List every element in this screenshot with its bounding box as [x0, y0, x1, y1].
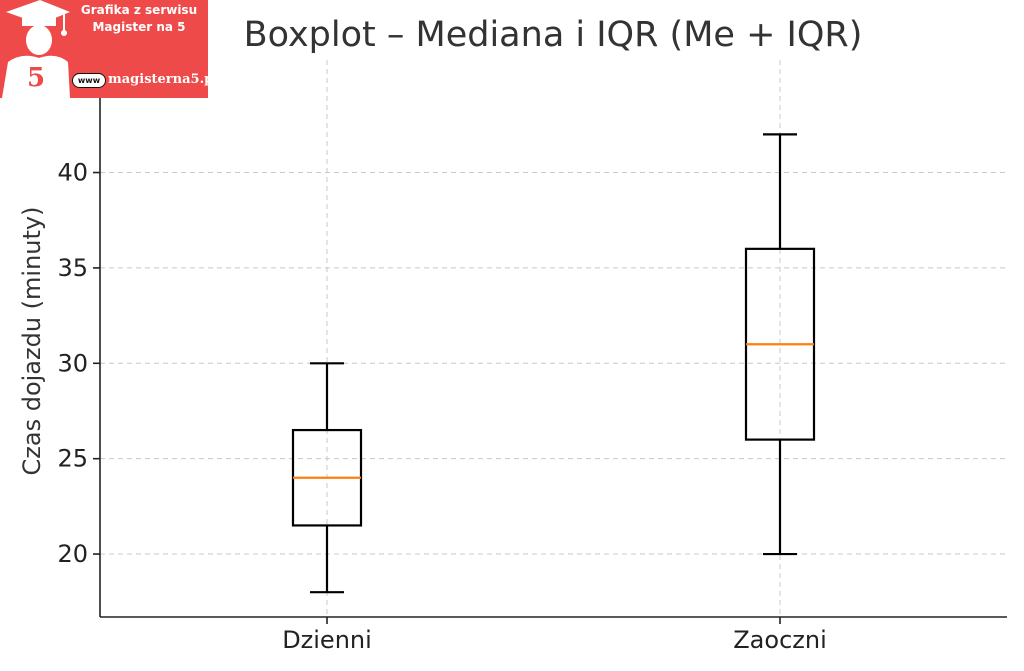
y-tick-label: 20: [57, 540, 88, 568]
y-tick-label: 35: [57, 254, 88, 282]
emblem-number: 5: [27, 63, 45, 93]
y-tick-label: 30: [57, 349, 88, 377]
tick-labels: 20 25 30 35 40 Dzienni Zaoczni: [57, 159, 826, 654]
x-tick-label: Zaoczni: [733, 626, 827, 654]
watermark-url-text: magisterna5.pl: [108, 72, 219, 87]
axes: [99, 60, 1007, 618]
watermark-line-2: Magister na 5: [92, 20, 186, 34]
y-axis-label: Czas dojazdu (minuty): [18, 207, 46, 476]
watermark-logo: 5 Grafika z serwisu Magister na 5 www ma…: [0, 0, 218, 98]
box-zaoczni: [744, 133, 816, 556]
grid-lines: [100, 60, 1007, 617]
watermark-url: www magisterna5.pl: [72, 72, 218, 90]
chart-title: Boxplot – Mediana i IQR (Me + IQR): [244, 15, 863, 55]
x-tick-label: Dzienni: [282, 626, 372, 654]
graduate-emblem-icon: 5: [2, 0, 70, 98]
box-dzienni: [291, 362, 363, 594]
y-tick-label: 40: [57, 159, 88, 187]
watermark-line-1: Grafika z serwisu: [80, 3, 198, 17]
boxes: [291, 133, 816, 594]
y-tick-label: 25: [57, 445, 88, 473]
www-badge: www: [72, 73, 106, 88]
